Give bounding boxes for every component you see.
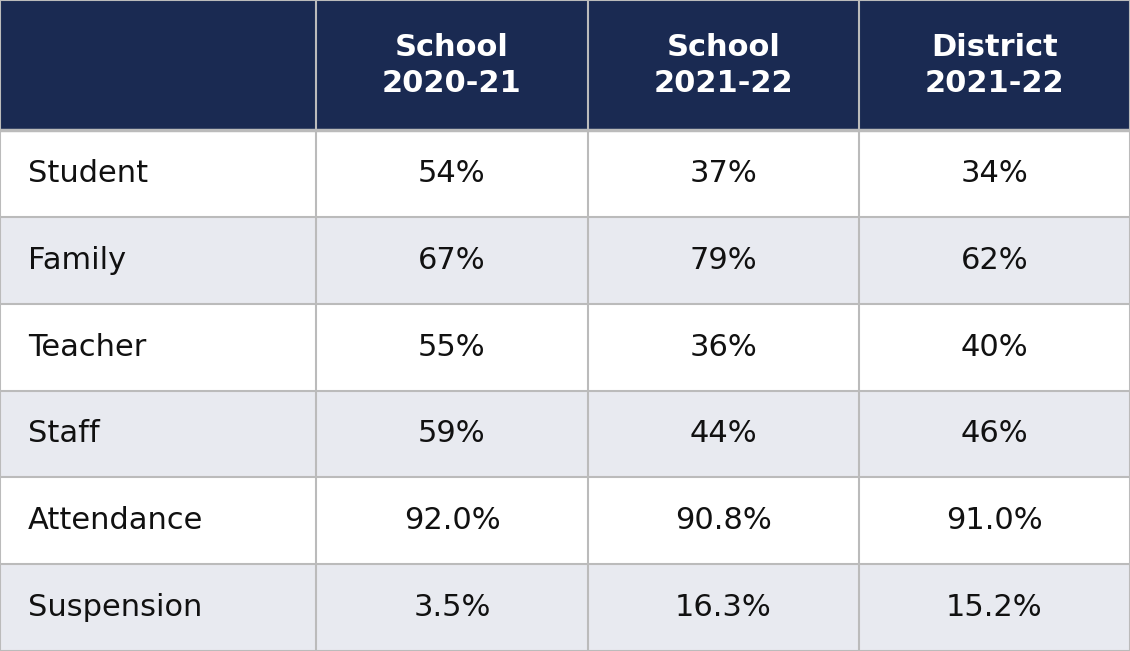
Text: Staff: Staff	[28, 419, 99, 449]
Bar	[316, 217, 588, 304]
Bar	[0, 391, 316, 477]
Text: 44%: 44%	[689, 419, 757, 449]
Text: 90.8%: 90.8%	[675, 506, 772, 535]
Text: Suspension: Suspension	[28, 593, 202, 622]
Bar	[316, 0, 588, 130]
Text: 62%: 62%	[960, 246, 1028, 275]
Text: 79%: 79%	[689, 246, 757, 275]
Bar	[316, 477, 588, 564]
Bar	[588, 130, 859, 217]
Bar	[0, 304, 316, 391]
Bar	[316, 304, 588, 391]
Text: School
2021-22: School 2021-22	[653, 33, 793, 98]
Bar	[588, 477, 859, 564]
Text: Teacher: Teacher	[28, 333, 147, 362]
Bar	[588, 304, 859, 391]
Bar	[859, 130, 1130, 217]
Bar	[588, 564, 859, 651]
Bar	[0, 0, 316, 130]
Bar	[588, 217, 859, 304]
Bar	[316, 391, 588, 477]
Bar	[316, 130, 588, 217]
Text: 67%: 67%	[418, 246, 486, 275]
Text: 15.2%: 15.2%	[946, 593, 1043, 622]
Bar	[859, 0, 1130, 130]
Bar	[0, 217, 316, 304]
Bar	[588, 0, 859, 130]
Text: Attendance: Attendance	[28, 506, 203, 535]
Text: 16.3%: 16.3%	[675, 593, 772, 622]
Bar	[859, 304, 1130, 391]
Text: 92.0%: 92.0%	[403, 506, 501, 535]
Text: 3.5%: 3.5%	[414, 593, 490, 622]
Text: 40%: 40%	[960, 333, 1028, 362]
Text: Family: Family	[28, 246, 127, 275]
Bar	[859, 564, 1130, 651]
Bar	[859, 391, 1130, 477]
Text: District
2021-22: District 2021-22	[924, 33, 1064, 98]
Bar	[0, 130, 316, 217]
Text: 55%: 55%	[418, 333, 486, 362]
Bar	[859, 477, 1130, 564]
Text: 54%: 54%	[418, 159, 486, 188]
Bar	[0, 564, 316, 651]
Text: Student: Student	[28, 159, 148, 188]
Text: 46%: 46%	[960, 419, 1028, 449]
Text: 34%: 34%	[960, 159, 1028, 188]
Bar	[0, 477, 316, 564]
Bar	[316, 564, 588, 651]
Bar	[859, 217, 1130, 304]
Bar	[588, 391, 859, 477]
Text: 37%: 37%	[689, 159, 757, 188]
Text: 36%: 36%	[689, 333, 757, 362]
Text: 91.0%: 91.0%	[946, 506, 1043, 535]
Text: 59%: 59%	[418, 419, 486, 449]
Text: School
2020-21: School 2020-21	[382, 33, 522, 98]
